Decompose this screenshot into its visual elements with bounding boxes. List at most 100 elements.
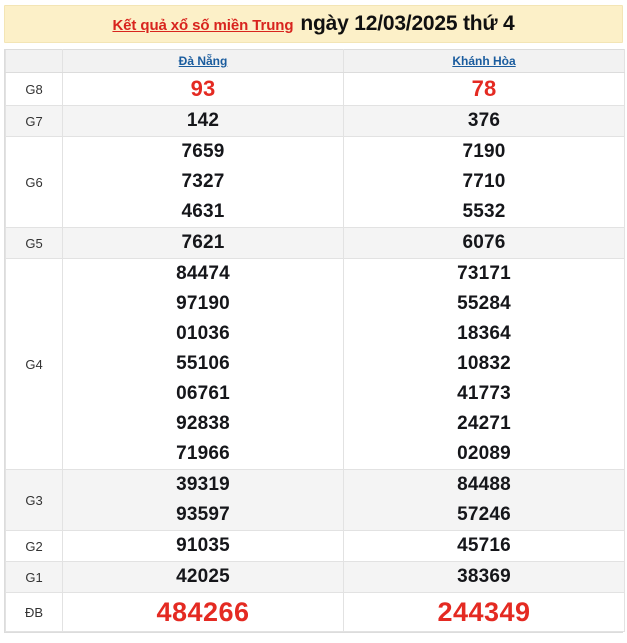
prize-cell-b-col0: 484266 xyxy=(62,592,344,632)
prize-number: 7659 xyxy=(181,141,225,162)
prize-number: 42025 xyxy=(176,566,230,587)
number-group: 78 xyxy=(344,74,624,104)
prize-cell-g7-col0: 142 xyxy=(62,105,344,137)
prize-number: 41773 xyxy=(457,383,511,404)
province-link-da-nang[interactable]: Đà Nẵng xyxy=(178,54,228,68)
prize-number: 93 xyxy=(190,76,216,101)
number-group: 38369 xyxy=(344,562,624,592)
number-group: 244349 xyxy=(344,594,624,630)
prize-number: 91035 xyxy=(176,535,230,556)
number-group: 84474 97190 01036 55106 06761 92838 71966 xyxy=(63,259,343,469)
results-table-body: G8 93 78 G7 142 376 G6 7659 7327 4631 7190 7710 5532… xyxy=(5,72,625,632)
prize-number: 71966 xyxy=(176,443,230,464)
table-row: G2 91035 45716 xyxy=(5,530,625,562)
header-cell-province-1: Khánh Hòa xyxy=(343,49,625,73)
prize-label-g2: G2 xyxy=(5,530,63,562)
prize-number: 484266 xyxy=(156,597,250,627)
prize-number: 10832 xyxy=(457,353,511,374)
table-row: G7 142 376 xyxy=(5,105,625,137)
prize-label-b: ĐB xyxy=(5,592,63,632)
prize-cell-g2-col0: 91035 xyxy=(62,530,344,562)
table-row: G5 7621 6076 xyxy=(5,227,625,259)
number-group: 7659 7327 4631 xyxy=(63,137,343,227)
prize-cell-g8-col0: 93 xyxy=(62,72,344,106)
prize-number: 5532 xyxy=(462,201,506,222)
prize-number: 24271 xyxy=(457,413,511,434)
number-group: 39319 93597 xyxy=(63,470,343,530)
prize-number: 244349 xyxy=(437,597,531,627)
prize-label-g8: G8 xyxy=(5,72,63,106)
prize-number: 7621 xyxy=(181,232,225,253)
number-group: 91035 xyxy=(63,531,343,561)
prize-number: 7710 xyxy=(462,171,506,192)
prize-cell-g4-col1: 73171 55284 18364 10832 41773 24271 02089 xyxy=(343,258,625,470)
title-banner: Kết quả xổ số miền Trung ngày 12/03/2025… xyxy=(4,5,623,43)
prize-number: 01036 xyxy=(176,323,230,344)
prize-number: 78 xyxy=(471,76,497,101)
number-group: 6076 xyxy=(344,228,624,258)
prize-number: 376 xyxy=(467,110,501,131)
number-group: 142 xyxy=(63,106,343,136)
prize-cell-g5-col0: 7621 xyxy=(62,227,344,259)
prize-number: 6076 xyxy=(462,232,506,253)
number-group: 7621 xyxy=(63,228,343,258)
province-link-khanh-hoa[interactable]: Khánh Hòa xyxy=(452,54,516,68)
prize-number: 4631 xyxy=(181,201,225,222)
prize-number: 38369 xyxy=(457,566,511,587)
prize-cell-g7-col1: 376 xyxy=(343,105,625,137)
number-group: 93 xyxy=(63,74,343,104)
number-group: 84488 57246 xyxy=(344,470,624,530)
prize-number: 39319 xyxy=(176,474,230,495)
prize-cell-g6-col1: 7190 7710 5532 xyxy=(343,136,625,228)
prize-number: 18364 xyxy=(457,323,511,344)
prize-number: 142 xyxy=(186,110,220,131)
table-header-row: Đà Nẵng Khánh Hòa xyxy=(5,49,625,73)
prize-cell-g6-col0: 7659 7327 4631 xyxy=(62,136,344,228)
prize-number: 97190 xyxy=(176,293,230,314)
table-row: G8 93 78 xyxy=(5,72,625,106)
table-row: G1 42025 38369 xyxy=(5,561,625,593)
prize-cell-g1-col0: 42025 xyxy=(62,561,344,593)
number-group: 45716 xyxy=(344,531,624,561)
prize-cell-g4-col0: 84474 97190 01036 55106 06761 92838 71966 xyxy=(62,258,344,470)
number-group: 7190 7710 5532 xyxy=(344,137,624,227)
header-corner-cell xyxy=(5,49,63,73)
prize-number: 7327 xyxy=(181,171,225,192)
prize-cell-g8-col1: 78 xyxy=(343,72,625,106)
table-row: G6 7659 7327 4631 7190 7710 5532 xyxy=(5,136,625,228)
prize-number: 57246 xyxy=(457,504,511,525)
number-group: 484266 xyxy=(63,594,343,630)
prize-label-g7: G7 xyxy=(5,105,63,137)
number-group: 73171 55284 18364 10832 41773 24271 02089 xyxy=(344,259,624,469)
prize-number: 73171 xyxy=(457,263,511,284)
number-group: 42025 xyxy=(63,562,343,592)
number-group: 376 xyxy=(344,106,624,136)
header-cell-province-0: Đà Nẵng xyxy=(62,49,344,73)
table-row: G4 84474 97190 01036 55106 06761 92838 71966 731… xyxy=(5,258,625,470)
prize-number: 92838 xyxy=(176,413,230,434)
prize-number: 7190 xyxy=(462,141,506,162)
prize-label-g4: G4 xyxy=(5,258,63,470)
prize-cell-g3-col1: 84488 57246 xyxy=(343,469,625,531)
prize-number: 55106 xyxy=(176,353,230,374)
prize-cell-g1-col1: 38369 xyxy=(343,561,625,593)
lottery-region-link[interactable]: Kết quả xổ số miền Trung xyxy=(112,17,294,34)
result-date-label: ngày 12/03/2025 thứ 4 xyxy=(300,12,515,35)
prize-label-g3: G3 xyxy=(5,469,63,531)
prize-number: 02089 xyxy=(457,443,511,464)
prize-number: 84488 xyxy=(457,474,511,495)
prize-number: 93597 xyxy=(176,504,230,525)
table-row: G3 39319 93597 84488 57246 xyxy=(5,469,625,531)
title-line: Kết quả xổ số miền Trung ngày 12/03/2025… xyxy=(112,12,514,36)
prize-cell-g5-col1: 6076 xyxy=(343,227,625,259)
results-table-wrapper: Đà Nẵng Khánh Hòa G8 93 78 G7 142 376 G6 7659 73… xyxy=(4,49,625,633)
prize-number: 45716 xyxy=(457,535,511,556)
prize-cell-g3-col0: 39319 93597 xyxy=(62,469,344,531)
prize-cell-g2-col1: 45716 xyxy=(343,530,625,562)
lottery-results-page: Kết quả xổ số miền Trung ngày 12/03/2025… xyxy=(0,5,627,643)
prize-number: 06761 xyxy=(176,383,230,404)
prize-label-g6: G6 xyxy=(5,136,63,228)
table-row: ĐB 484266 244349 xyxy=(5,592,625,632)
prize-label-g5: G5 xyxy=(5,227,63,259)
lottery-results-table: Đà Nẵng Khánh Hòa G8 93 78 G7 142 376 G6 7659 73… xyxy=(5,49,625,632)
